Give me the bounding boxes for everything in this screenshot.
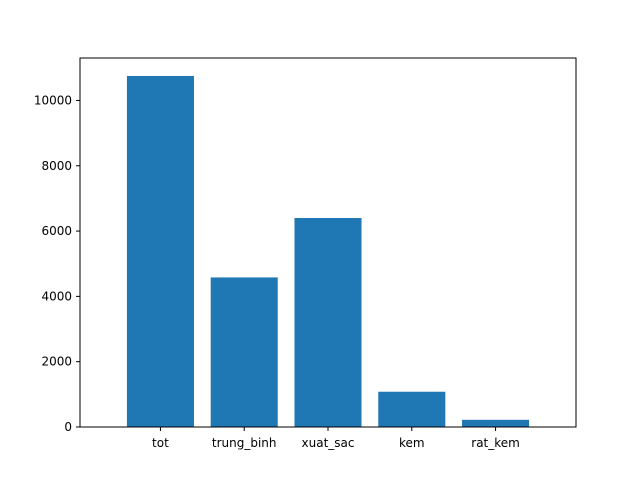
- x-axis: tot trung_binh xuat_sac kem rat_kem: [152, 427, 520, 450]
- y-tick-label: 0: [64, 420, 72, 434]
- bar-xuat_sac: [294, 218, 362, 427]
- bar-kem: [378, 391, 446, 427]
- y-axis: 0 2000 4000 6000 8000 10000: [34, 93, 80, 434]
- y-tick-label: 4000: [41, 289, 72, 303]
- y-tick-label: 10000: [34, 93, 72, 107]
- y-tick-label: 2000: [41, 355, 72, 369]
- x-tick-label-kem: kem: [399, 436, 425, 450]
- bar-trung_binh: [210, 277, 278, 427]
- y-tick-label: 8000: [41, 159, 72, 173]
- bars-group: [126, 75, 530, 427]
- x-tick-label-rat_kem: rat_kem: [471, 436, 520, 450]
- y-tick-label: 6000: [41, 224, 72, 238]
- x-tick-label-trung_binh: trung_binh: [212, 436, 277, 450]
- x-tick-label-xuat_sac: xuat_sac: [302, 436, 355, 450]
- bar-tot: [126, 75, 194, 427]
- x-tick-label-tot: tot: [152, 436, 169, 450]
- bar-rat_kem: [462, 419, 530, 427]
